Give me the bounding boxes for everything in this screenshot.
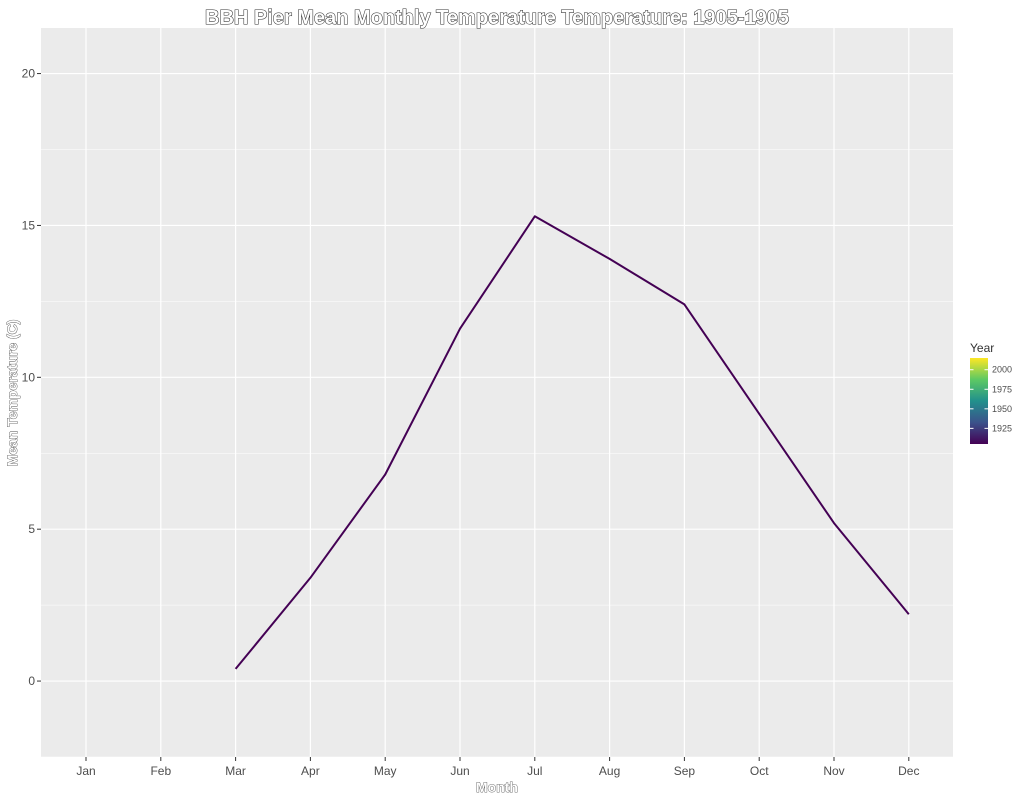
y-axis-title: Mean Temperature (C) — [4, 320, 20, 467]
x-tick-label: Oct — [750, 764, 769, 778]
x-tick-label: Jun — [450, 764, 469, 778]
plot-panel — [41, 28, 953, 757]
y-tick-label: 15 — [22, 218, 36, 232]
y-tick-label: 5 — [28, 522, 35, 536]
x-tick-label: Mar — [225, 764, 246, 778]
legend-tick-label: 1925 — [992, 423, 1012, 433]
x-tick-label: Dec — [898, 764, 919, 778]
legend-tick-label: 2000 — [992, 365, 1012, 375]
legend-tick-label: 1975 — [992, 384, 1012, 394]
legend-tick-label: 1950 — [992, 404, 1012, 414]
grid-lines — [41, 28, 953, 758]
y-tick-label: 20 — [22, 67, 36, 81]
x-tick-label: Jul — [527, 764, 542, 778]
y-axis: 0 5 10 15 20 — [22, 67, 41, 688]
x-tick-label: Sep — [674, 764, 696, 778]
x-tick-label: Nov — [823, 764, 844, 778]
x-axis: Jan Feb Mar Apr May Jun Jul Aug Sep Oct Nov Dec — [76, 757, 919, 778]
x-tick-label: Jan — [76, 764, 95, 778]
x-tick-label: May — [374, 764, 397, 778]
legend: Year 2000 1975 1950 1925 — [970, 341, 1012, 444]
y-tick-label: 0 — [28, 674, 35, 688]
chart-title: BBH Pier Mean Monthly Temperature Temper… — [205, 7, 789, 29]
y-tick-label: 10 — [22, 370, 36, 384]
x-tick-label: Apr — [301, 764, 320, 778]
x-axis-title: Month — [476, 779, 518, 795]
x-tick-label: Feb — [150, 764, 171, 778]
legend-ticks: 2000 1975 1950 1925 — [970, 365, 1012, 433]
x-tick-label: Aug — [599, 764, 620, 778]
legend-title: Year — [970, 341, 994, 355]
series-line-0 — [234, 215, 910, 670]
legend-colorbar — [970, 358, 988, 444]
series-layer — [234, 215, 910, 670]
